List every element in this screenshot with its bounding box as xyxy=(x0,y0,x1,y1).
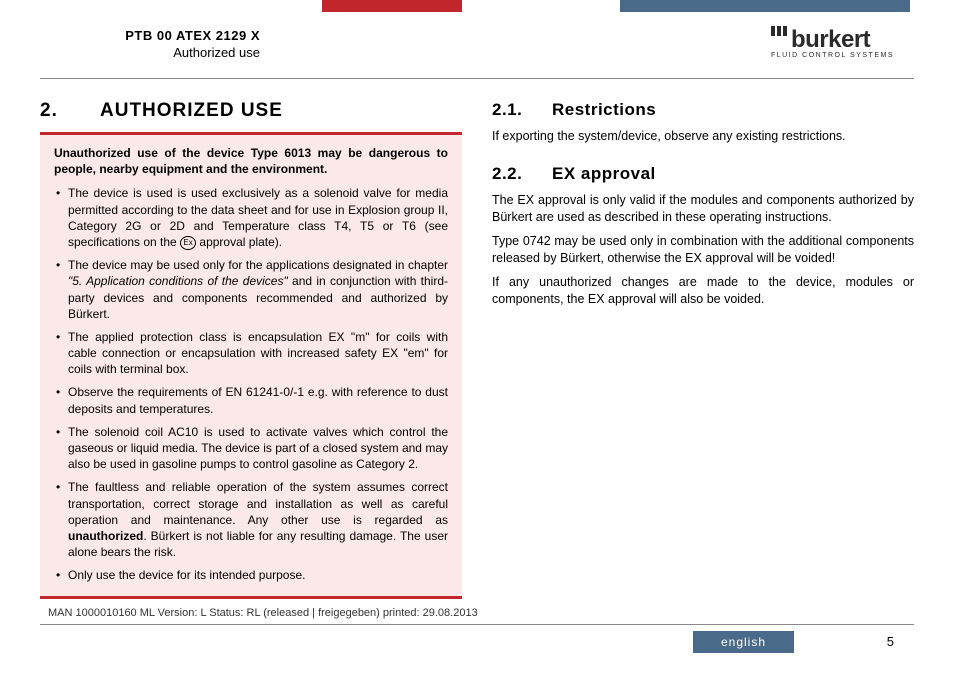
main-content: 2. AUTHORIZED USE Unauthorized use of th… xyxy=(40,100,914,599)
left-column: 2. AUTHORIZED USE Unauthorized use of th… xyxy=(40,100,462,599)
bullet-item: The faultless and reliable operation of … xyxy=(54,479,448,560)
heading-text: EX approval xyxy=(552,164,656,184)
footer-page-number: 5 xyxy=(887,634,894,649)
warning-lead-text: Unauthorized use of the device Type 6013… xyxy=(54,145,448,177)
bullet-text: The device may be used only for the appl… xyxy=(68,258,448,272)
bullet-item: The applied protection class is encapsul… xyxy=(54,329,448,378)
heading-text: AUTHORIZED USE xyxy=(100,100,283,122)
right-column: 2.1. Restrictions If exporting the syste… xyxy=(492,100,914,599)
document-section: Authorized use xyxy=(40,45,260,60)
heading-ex-approval: 2.2. EX approval xyxy=(492,164,914,184)
bullet-item: The device may be used only for the appl… xyxy=(54,257,448,322)
warning-box: Unauthorized use of the device Type 6013… xyxy=(40,132,462,599)
footer-divider xyxy=(40,624,914,625)
page-header: PTB 00 ATEX 2129 X Authorized use burker… xyxy=(0,28,954,83)
ex-mark-icon: Ex xyxy=(180,236,196,250)
paragraph: If any unauthorized changes are made to … xyxy=(492,274,914,309)
logo-bars-icon xyxy=(771,26,789,44)
heading-authorized-use: 2. AUTHORIZED USE xyxy=(40,100,462,122)
bullet-item: Only use the device for its intended pur… xyxy=(54,567,448,583)
document-id: PTB 00 ATEX 2129 X xyxy=(40,28,260,43)
heading-number: 2. xyxy=(40,100,100,122)
footer-metadata: MAN 1000010160 ML Version: L Status: RL … xyxy=(48,607,478,619)
logo-text: burkert xyxy=(791,26,870,53)
accent-bar-red xyxy=(322,0,462,12)
paragraph: The EX approval is only valid if the mod… xyxy=(492,192,914,227)
heading-number: 2.1. xyxy=(492,100,552,120)
accent-bar-blue xyxy=(620,0,910,12)
bullet-item: The solenoid coil AC10 is used to activa… xyxy=(54,424,448,473)
top-accent-bars xyxy=(0,0,954,12)
bullet-text: The faultless and reliable operation of … xyxy=(68,480,448,526)
bullet-item: Observe the requirements of EN 61241-0/-… xyxy=(54,384,448,416)
warning-bullet-list: The device is used is used exclusively a… xyxy=(54,185,448,583)
heading-text: Restrictions xyxy=(552,100,656,120)
heading-restrictions: 2.1. Restrictions xyxy=(492,100,914,120)
bullet-item: The device is used is used exclusively a… xyxy=(54,185,448,250)
logo-tagline: FLUID CONTROL SYSTEMS xyxy=(771,52,894,59)
logo-wordmark: burkert xyxy=(771,26,894,54)
bullet-text-bold: unauthorized xyxy=(68,529,143,543)
paragraph: Type 0742 may be used only in combinatio… xyxy=(492,233,914,268)
bullet-text-italic: "5. Application conditions of the device… xyxy=(68,274,288,288)
footer-language-badge: english xyxy=(693,631,794,653)
paragraph: If exporting the system/device, observe … xyxy=(492,128,914,146)
heading-number: 2.2. xyxy=(492,164,552,184)
header-left-block: PTB 00 ATEX 2129 X Authorized use xyxy=(40,28,440,60)
bullet-text: approval plate). xyxy=(196,235,282,249)
burkert-logo: burkert FLUID CONTROL SYSTEMS xyxy=(771,26,894,59)
header-divider xyxy=(40,78,914,79)
